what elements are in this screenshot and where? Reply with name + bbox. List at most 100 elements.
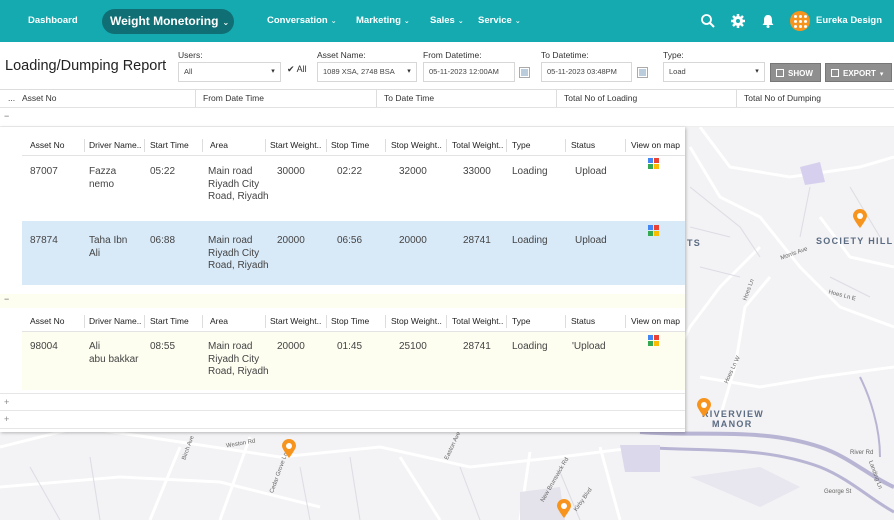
calendar-icon[interactable] xyxy=(637,67,648,78)
map-label-ts: TS xyxy=(687,238,702,248)
map-view-icon[interactable] xyxy=(648,335,659,346)
collapse-toggle[interactable]: − xyxy=(4,111,10,121)
export-button[interactable]: EXPORT ▾ xyxy=(825,63,892,82)
cell-area: Main road Riyadh City Road, Riyadh xyxy=(208,235,269,271)
col-stop-time[interactable]: Stop Time xyxy=(331,316,370,326)
col-asset-no[interactable]: Asset No xyxy=(30,140,65,150)
bell-icon[interactable] xyxy=(760,13,776,29)
col-area[interactable]: Area xyxy=(210,316,228,326)
all-checkbox[interactable]: ✔ All xyxy=(287,64,307,75)
expand-toggle[interactable]: + xyxy=(4,414,10,424)
cell-driver: Taha Ibn Ali xyxy=(89,235,128,259)
table-row[interactable]: 98004 Ali abu bakkar 08:55 Main road Riy… xyxy=(22,332,685,388)
avatar-icon[interactable] xyxy=(790,11,810,31)
summary-row: − xyxy=(0,108,894,127)
col-stop-weight[interactable]: Stop Weight.. xyxy=(391,316,442,326)
col-driver-name[interactable]: Driver Name.. xyxy=(89,316,142,326)
column-asset-no[interactable]: Asset No xyxy=(22,93,57,103)
show-button[interactable]: SHOW xyxy=(770,63,821,82)
export-icon xyxy=(831,69,839,77)
table-row-selected[interactable]: 87874 Taha Ibn Ali 06:88 Main road Riyad… xyxy=(22,221,685,285)
col-start-time[interactable]: Start Time xyxy=(150,316,189,326)
col-start-weight[interactable]: Start Weight.. xyxy=(270,140,322,150)
cell-start-weight: 20000 xyxy=(277,235,305,246)
col-stop-time[interactable]: Stop Time xyxy=(331,140,370,150)
from-datetime-input[interactable]: 05-11-2023 12:00AM xyxy=(423,62,515,82)
nav-marketing[interactable]: Marketing ⌄ xyxy=(356,0,410,42)
nav-sales[interactable]: Sales ⌄ xyxy=(430,0,464,42)
col-start-time[interactable]: Start Time xyxy=(150,140,189,150)
location-pin-icon[interactable] xyxy=(282,439,296,458)
cell-total-weight: 33000 xyxy=(463,166,491,177)
col-total-weight[interactable]: Total Weight.. xyxy=(452,140,504,150)
cell-stop-weight: 25100 xyxy=(399,341,427,352)
cell-type: Loading xyxy=(512,235,548,246)
map-roads xyxy=(0,127,894,520)
table-row[interactable]: 87007 Fazza nemo 05:22 Main road Riyadh … xyxy=(22,156,685,218)
chevron-down-icon: ⌄ xyxy=(222,18,230,27)
asset-name-select[interactable]: 1089 XSA, 2748 BSA xyxy=(317,62,417,82)
cell-stop-weight: 20000 xyxy=(399,235,427,246)
col-stop-weight[interactable]: Stop Weight.. xyxy=(391,140,442,150)
all-checkbox-label: All xyxy=(296,64,307,74)
col-type[interactable]: Type xyxy=(512,140,531,150)
nav-dashboard[interactable]: Dashboard xyxy=(28,15,78,26)
col-driver-name[interactable]: Driver Name.. xyxy=(89,140,142,150)
collapse-toggle[interactable]: − xyxy=(4,294,10,304)
col-view-on-map[interactable]: View on map xyxy=(631,140,680,150)
col-asset-no[interactable]: Asset No xyxy=(30,316,65,326)
user-name[interactable]: Eureka Design xyxy=(816,15,882,26)
map-label-society-hill: SOCIETY HILL xyxy=(816,236,894,246)
column-total-dumping[interactable]: Total No of Dumping xyxy=(744,93,822,103)
column-menu[interactable]: ... xyxy=(8,93,16,103)
cell-driver: Ali abu bakkar xyxy=(89,341,139,365)
column-to-date-time[interactable]: To Date Time xyxy=(384,93,435,103)
cell-driver: Fazza nemo xyxy=(89,166,117,190)
location-pin-icon[interactable] xyxy=(853,209,867,228)
cell-total-weight: 28741 xyxy=(463,341,491,352)
export-button-label: EXPORT xyxy=(843,69,876,78)
cell-start-time: 06:88 xyxy=(150,235,176,246)
map-label-manor: MANOR xyxy=(712,419,753,429)
users-label: Users: xyxy=(178,50,203,60)
location-pin-icon[interactable] xyxy=(557,499,571,518)
column-from-date-time[interactable]: From Date Time xyxy=(203,93,264,103)
cell-stop-time: 02:22 xyxy=(337,166,363,177)
cell-asset-no: 87007 xyxy=(30,166,58,177)
map-view-icon[interactable] xyxy=(648,158,659,169)
nav-service-label: Service xyxy=(478,15,512,26)
report-panel: Asset No Driver Name.. Start Time Area S… xyxy=(0,127,685,432)
search-icon[interactable] xyxy=(700,13,716,29)
cell-status: Upload xyxy=(575,166,607,177)
nav-weight-monetoring[interactable]: Weight Monetoring ⌄ xyxy=(102,9,234,34)
nav-marketing-label: Marketing xyxy=(356,15,401,26)
to-datetime-input[interactable]: 05-11-2023 03:48PM xyxy=(541,62,632,82)
chevron-down-icon: ⌄ xyxy=(403,18,410,25)
type-label: Type: xyxy=(663,50,684,60)
group-row: + xyxy=(0,411,685,429)
detail-table-header: Asset No Driver Name.. Start Time Area S… xyxy=(22,136,685,156)
col-total-weight[interactable]: Total Weight.. xyxy=(452,316,504,326)
calendar-icon[interactable] xyxy=(519,67,530,78)
chevron-down-icon: ▾ xyxy=(755,68,759,75)
gear-icon[interactable] xyxy=(730,13,746,29)
col-status[interactable]: Status xyxy=(571,140,596,150)
column-total-loading[interactable]: Total No of Loading xyxy=(564,93,638,103)
nav-conversation-label: Conversation xyxy=(267,15,328,26)
nav-conversation[interactable]: Conversation ⌄ xyxy=(267,0,337,42)
col-view-on-map[interactable]: View on map xyxy=(631,316,680,326)
location-pin-icon[interactable] xyxy=(697,398,711,417)
expand-toggle[interactable]: + xyxy=(4,397,10,407)
asset-name-label: Asset Name: xyxy=(317,50,366,60)
chevron-down-icon: ▾ xyxy=(407,68,411,75)
nav-service[interactable]: Service ⌄ xyxy=(478,0,521,42)
col-type[interactable]: Type xyxy=(512,316,531,326)
map-view-icon[interactable] xyxy=(648,225,659,236)
type-select[interactable]: Load xyxy=(663,62,765,82)
users-select[interactable]: All xyxy=(178,62,281,82)
col-status[interactable]: Status xyxy=(571,316,596,326)
col-area[interactable]: Area xyxy=(210,140,228,150)
cell-status: Upload xyxy=(575,235,607,246)
col-start-weight[interactable]: Start Weight.. xyxy=(270,316,322,326)
nav-sales-label: Sales xyxy=(430,15,455,26)
